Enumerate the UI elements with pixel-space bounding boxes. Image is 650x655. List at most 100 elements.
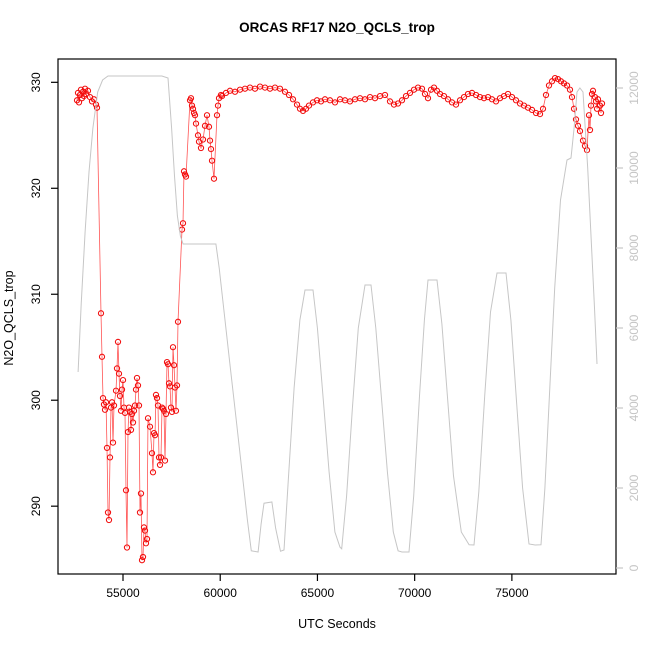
N2O_QCLS_trop-marker [589, 87, 597, 94]
N2O_QCLS_trop-marker [206, 137, 214, 144]
N2O_QCLS_trop-marker [594, 96, 602, 103]
N2O_QCLS_trop-marker [146, 423, 154, 430]
y-right-tick-label: 8000 [627, 234, 641, 261]
N2O_QCLS_trop-marker [134, 382, 142, 389]
N2O_QCLS_trop-marker [214, 102, 222, 109]
y-right-tick-label: 2000 [627, 474, 641, 501]
N2O_QCLS_trop-marker [144, 415, 152, 422]
y-right-tick-label: 4000 [627, 394, 641, 421]
N2O_QCLS_trop-marker [203, 112, 211, 119]
N2O_QCLS_trop-marker [110, 402, 118, 409]
N2O_QCLS_trop-marker [539, 105, 547, 112]
N2O_QCLS_trop-marker [587, 102, 595, 109]
N2O_QCLS_trop-marker [82, 90, 90, 98]
plot-box [57, 58, 617, 575]
N2O_QCLS_trop-marker [586, 126, 594, 134]
N2O_QCLS_trop-marker [476, 93, 484, 101]
y-left-tick-label: 300 [29, 390, 43, 410]
N2O_QCLS_trop-marker [213, 112, 221, 119]
N2O_QCLS_trop-marker [172, 407, 180, 414]
N2O_QCLS_trop-marker [285, 91, 293, 99]
N2O_QCLS_trop-marker [251, 85, 259, 92]
N2O_QCLS_trop-marker [106, 454, 114, 461]
N2O_QCLS_trop-marker [128, 410, 136, 418]
N2O_QCLS_trop-marker [418, 85, 426, 92]
N2O_QCLS_trop-marker [331, 99, 339, 106]
N2O_QCLS_trop-marker [114, 338, 122, 346]
N2O_QCLS_trop-marker [361, 96, 369, 103]
N2O_QCLS_trop-marker [191, 112, 199, 119]
N2O_QCLS_trop-marker [305, 102, 313, 109]
N2O_QCLS_trop-marker [187, 95, 195, 102]
N2O_QCLS_trop-marker [574, 122, 582, 129]
N2O_QCLS_trop-marker [180, 168, 188, 175]
N2O_QCLS_trop-marker [532, 109, 540, 117]
N2O_QCLS_trop-marker [137, 490, 145, 497]
N2O_QCLS_trop-marker [597, 109, 605, 117]
N2O_QCLS_trop-marker [136, 509, 144, 516]
y-right-tick-label: 12000 [627, 71, 641, 105]
N2O_QCLS_trop-marker [207, 145, 215, 153]
N2O_QCLS_trop-marker [508, 93, 516, 101]
N2O_QCLS_trop-marker [101, 406, 109, 413]
N2O_QCLS_trop-marker [208, 157, 216, 164]
N2O_QCLS_trop-marker [98, 353, 106, 360]
N2O_QCLS_trop-marker [197, 144, 205, 152]
N2O_QCLS_trop-marker [480, 95, 488, 102]
N2O_QCLS_trop-marker [456, 97, 464, 104]
N2O_QCLS_trop-marker [174, 318, 182, 325]
N2O_QCLS_trop-marker [188, 102, 196, 109]
N2O_QCLS_trop-marker [93, 104, 101, 111]
N2O_QCLS_trop-marker [551, 74, 559, 82]
N2O_QCLS_trop-marker [122, 487, 130, 494]
N2O_QCLS_trop-marker [414, 84, 422, 91]
N2O_QCLS_trop-marker [572, 116, 580, 123]
N2O_QCLS_trop-marker [189, 105, 197, 112]
N2O_QCLS_trop-marker [161, 457, 169, 464]
N2O_QCLS_trop-marker [528, 106, 536, 114]
y-left-tick-label: 330 [29, 72, 43, 92]
N2O_QCLS_trop-marker [148, 450, 156, 457]
N2O_QCLS_trop-marker [394, 100, 402, 107]
N2O_QCLS_trop-marker [545, 82, 553, 89]
N2O_QCLS_trop-marker [165, 380, 173, 387]
N2O_QCLS_trop-marker [149, 469, 157, 476]
N2O_QCLS_trop-marker [112, 387, 120, 394]
N2O_QCLS_trop-marker [131, 402, 139, 409]
N2O_QCLS_trop-marker [162, 410, 170, 418]
N2O_QCLS_trop-marker [460, 93, 468, 101]
N2O_QCLS_trop-marker [170, 362, 178, 369]
y-right-tick-label: 10000 [627, 151, 641, 185]
N2O_QCLS_trop-marker [140, 524, 148, 531]
N2O_QCLS_trop-marker [97, 310, 105, 317]
N2O_QCLS_trop-marker [346, 98, 354, 105]
N2O_QCLS_trop-marker [75, 99, 83, 106]
N2O_QCLS_trop-marker [153, 394, 161, 402]
N2O_QCLS_trop-marker [444, 96, 452, 103]
x-tick-label: 55000 [106, 586, 140, 600]
y-right-tick-label: 6000 [627, 314, 641, 341]
N2O_QCLS_trop-marker [313, 97, 321, 104]
N2O_QCLS_trop-marker [576, 127, 584, 135]
N2O_QCLS_trop-marker [113, 365, 121, 372]
N2O_QCLS_trop-marker [566, 86, 574, 93]
N2O_QCLS_trop-marker [217, 91, 225, 99]
N2O_QCLS_trop-marker [156, 461, 164, 469]
N2O_QCLS_trop-marker [199, 136, 207, 143]
N2O_QCLS_trop-marker [102, 399, 110, 406]
N2O_QCLS_trop-marker [205, 123, 213, 130]
N2O_QCLS_trop-marker [173, 382, 181, 389]
N2O_QCLS_trop-marker [129, 419, 137, 426]
N2O_QCLS_trop-marker [118, 386, 126, 393]
y-left-tick-label: 310 [29, 284, 43, 304]
N2O_QCLS_trop-marker [326, 97, 334, 104]
N2O_QCLS_trop-marker [116, 392, 124, 400]
N2O_QCLS_trop-marker [133, 374, 141, 382]
N2O_QCLS_trop-marker [155, 454, 163, 461]
N2O_QCLS_trop-marker [151, 432, 159, 439]
N2O_QCLS_trop-marker [115, 370, 123, 377]
y-right-tick-label: 0 [627, 564, 641, 571]
N2O_QCLS_trop-marker [568, 93, 576, 101]
N2O_QCLS_trop-marker [536, 110, 544, 118]
